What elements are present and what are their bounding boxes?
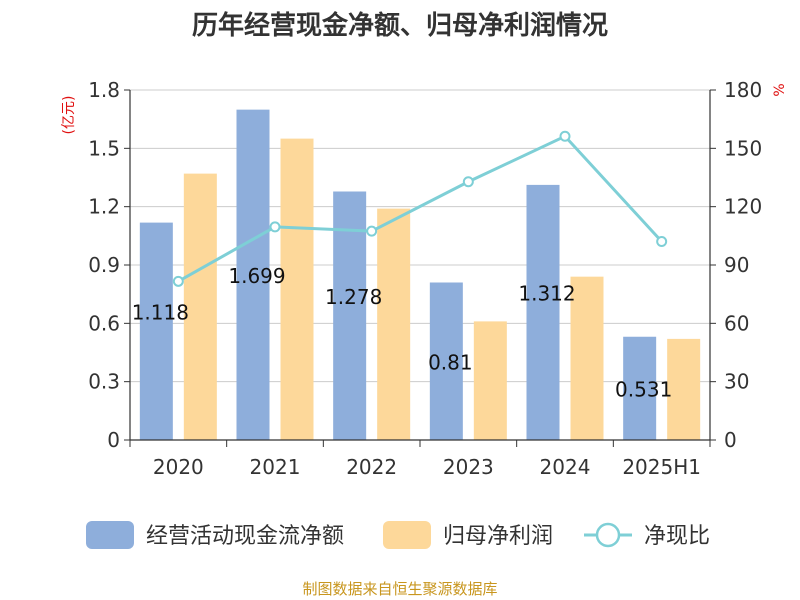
legend: 经营活动现金流净额 归母净利润 净现比	[86, 521, 710, 549]
netprofit-bar	[183, 173, 217, 440]
right-tick-label: 180	[724, 78, 762, 102]
cashflow-bar	[429, 282, 463, 440]
legend-swatch-ratio-marker	[595, 522, 621, 548]
right-tick-label: 120	[724, 195, 762, 219]
left-tick-label: 0.6	[88, 311, 120, 335]
right-tick-label: 0	[724, 428, 737, 452]
cashflow-data-label: 1.699	[228, 264, 285, 288]
right-tick-label: 150	[724, 136, 762, 160]
ratio-point	[559, 130, 571, 142]
left-tick-label: 1.2	[88, 195, 120, 219]
chart-title: 历年经营现金净额、归母净利润情况	[192, 10, 608, 41]
source-note: 制图数据来自恒生聚源数据库	[302, 580, 497, 598]
netprofit-bar	[570, 276, 604, 440]
ratio-point	[366, 225, 378, 237]
left-tick-label: 1.8	[88, 78, 120, 102]
legend-swatch-netprofit	[383, 521, 431, 549]
left-tick-label: 0	[107, 428, 120, 452]
cashflow-bar	[623, 336, 657, 440]
left-axis-unit: (亿元)	[61, 96, 77, 135]
ratio-point	[656, 235, 668, 247]
ratio-point	[172, 275, 184, 287]
axes: 0 0.3 0.6 0.9 1.2 1.5 1.8 0 30 60 90 120 150 180 2020 2…	[61, 78, 788, 479]
cashflow-bar	[139, 222, 173, 440]
legend-label-netprofit: 归母净利润	[443, 524, 553, 549]
x-tick-label: 2022	[346, 455, 397, 479]
cashflow-data-label: 1.312	[518, 281, 575, 305]
x-tick-label: 2024	[540, 455, 591, 479]
ratio-point	[462, 176, 474, 188]
x-tick-label: 2020	[153, 455, 204, 479]
cashflow-data-label: 1.118	[132, 300, 189, 324]
right-tick-label: 30	[724, 370, 749, 394]
cashflow-data-label: 0.81	[428, 350, 473, 374]
left-tick-label: 1.5	[88, 136, 120, 160]
ratio-point	[269, 221, 281, 233]
ratio-line	[172, 130, 668, 287]
data-labels: 1.118 1.699 1.278 0.81 1.312 0.531	[132, 264, 673, 402]
netprofit-bar	[667, 338, 701, 440]
x-tick-label: 2021	[250, 455, 301, 479]
grid-lines	[130, 89, 710, 383]
cashflow-data-label: 0.531	[615, 377, 672, 401]
legend-label-ratio: 净现比	[644, 524, 710, 549]
cashflow-bar	[333, 191, 367, 440]
left-tick-label: 0.9	[88, 253, 120, 277]
cashflow-bar	[236, 109, 270, 440]
right-tick-label: 90	[724, 253, 749, 277]
x-tick-label: 2025H1	[622, 455, 701, 479]
x-tick-label: 2023	[443, 455, 494, 479]
cashflow-bar	[526, 184, 560, 440]
legend-swatch-cashflow	[86, 521, 134, 549]
netprofit-bar	[473, 321, 507, 440]
ratio-polyline	[177, 134, 663, 283]
netprofit-bar	[280, 138, 314, 440]
cashflow-data-label: 1.278	[325, 285, 382, 309]
netprofit-bar	[377, 208, 411, 440]
right-tick-label: 60	[724, 311, 749, 335]
right-axis-unit: %	[772, 83, 788, 96]
bars	[139, 109, 701, 440]
legend-label-cashflow: 经营活动现金流净额	[146, 524, 344, 549]
left-tick-label: 0.3	[88, 370, 120, 394]
